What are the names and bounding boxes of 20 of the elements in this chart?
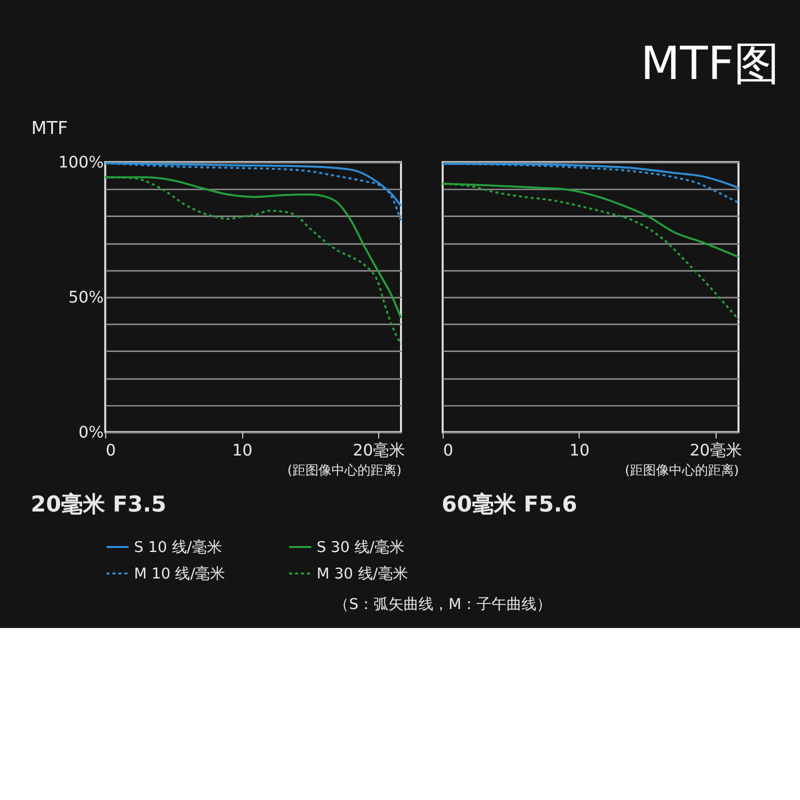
text: 60毫米 F5.6 <box>442 492 578 518</box>
x-tick-label: 0 <box>443 440 454 460</box>
text: （S：弧矢曲线，M：子午曲线） <box>334 594 552 613</box>
x-tick-label: 20毫米 <box>690 440 742 460</box>
legend-label: S 30 线/毫米 <box>316 538 404 556</box>
text: 20毫米 F3.5 <box>30 492 166 518</box>
legend-label: M 10 线/毫米 <box>134 564 226 583</box>
x-tick-label: 10 <box>232 440 252 460</box>
y-tick-label: 0% <box>78 422 104 442</box>
x-tick-label: 0 <box>106 440 116 460</box>
y-tick-label: 50% <box>68 288 104 307</box>
legend-label: M 30 线/毫米 <box>316 564 408 583</box>
y-tick-label: 100% <box>58 152 104 172</box>
x-axis-title: (距图像中心的距离) <box>624 462 739 478</box>
x-axis-title: (距图像中心的距离) <box>287 462 402 478</box>
y-axis-title: MTF <box>31 118 68 139</box>
text: MTF图 <box>640 36 780 90</box>
legend-label: S 10 线/毫米 <box>134 538 222 556</box>
x-tick-label: 20毫米 <box>352 440 406 460</box>
x-tick-label: 10 <box>569 440 590 460</box>
